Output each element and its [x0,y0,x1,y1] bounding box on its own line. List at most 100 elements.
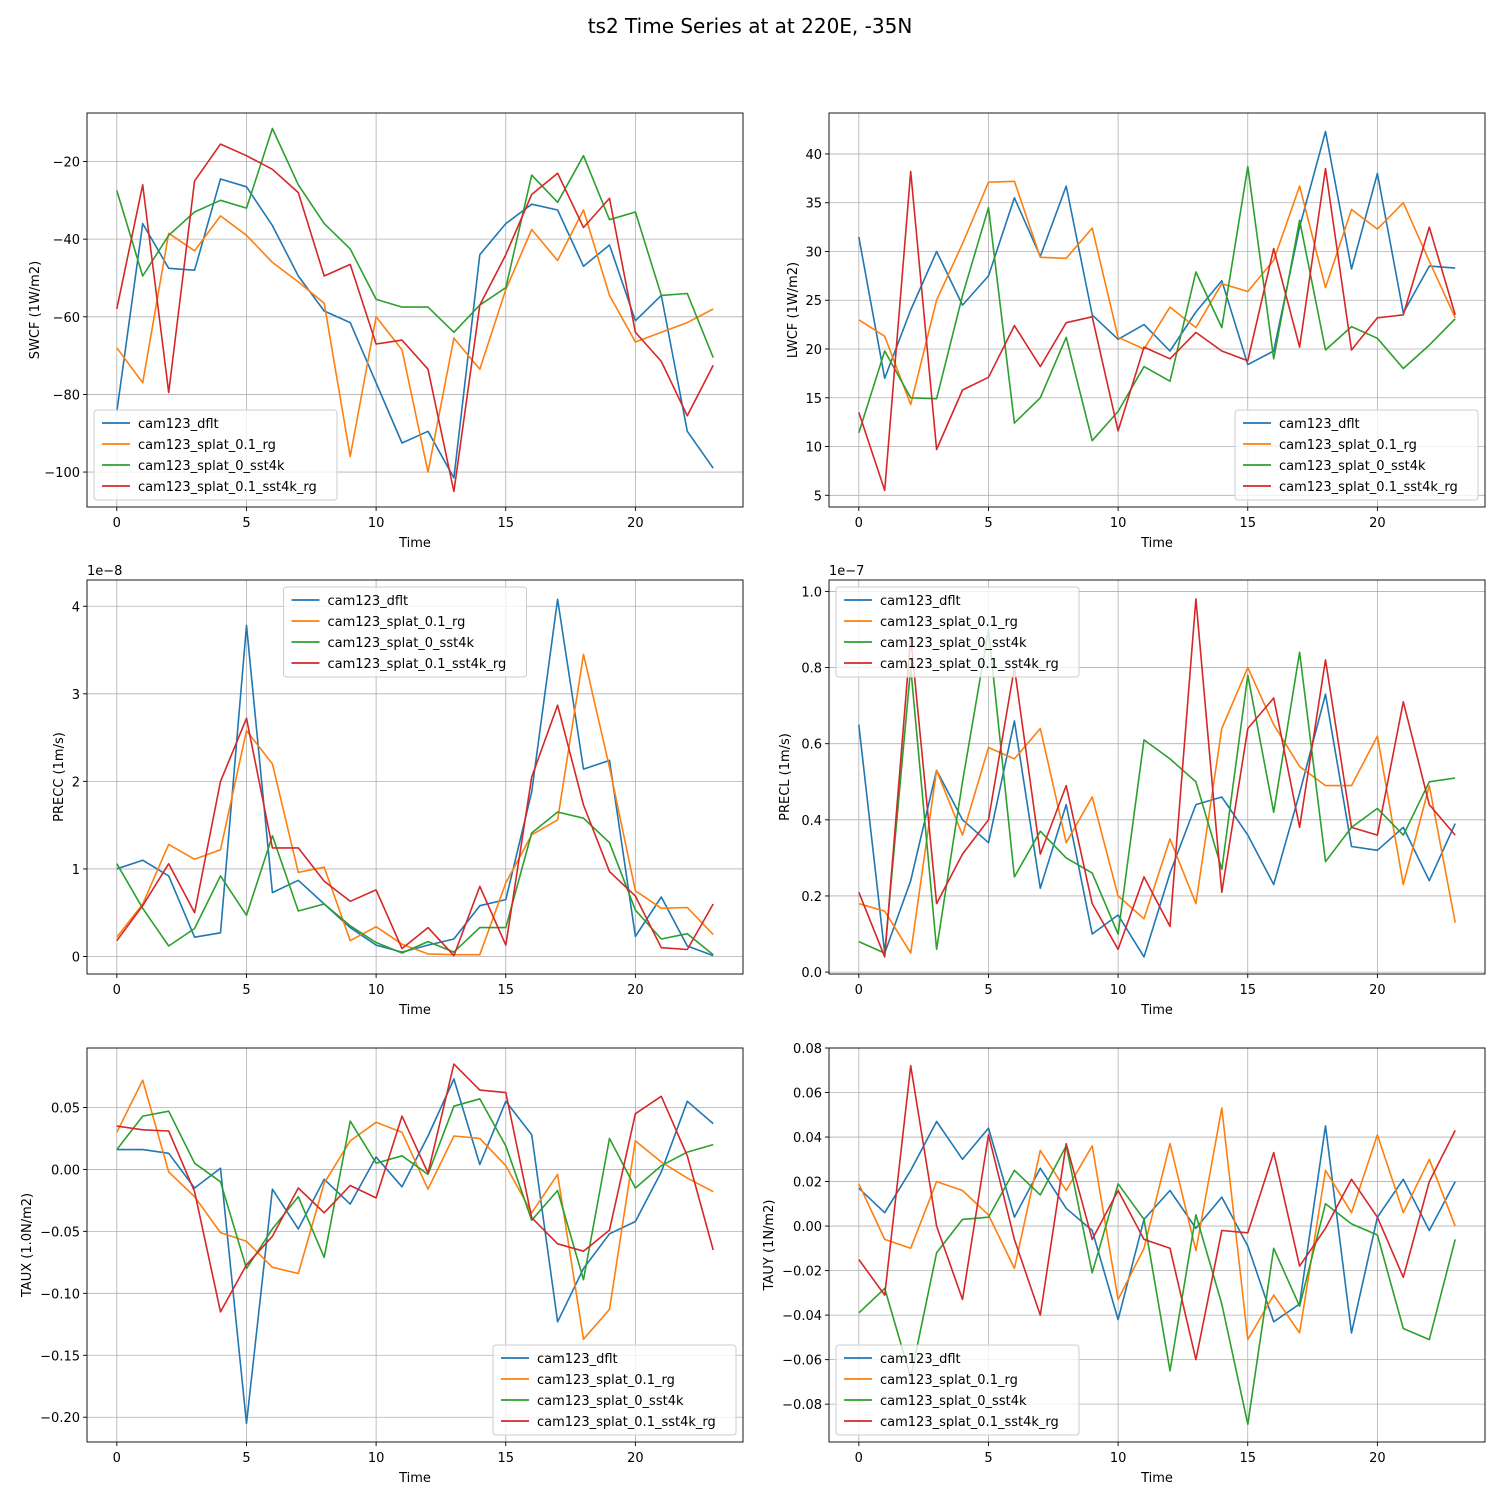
legend: cam123_dflt cam123_splat_0.1_rg cam123_spl… [93,409,338,501]
series-line-cam123_splat_0.1_rg [116,1079,714,1340]
y-tick-label: −20 [53,156,80,171]
legend-label: cam123_splat_0.1_sst4k_rg [328,657,507,672]
series-line-cam123_splat_0_sst4k [116,811,714,956]
y-tick-label: 2 [72,775,80,790]
series-line-cam123_splat_0_sst4k [858,628,1456,954]
x-tick-label: 15 [497,1451,514,1466]
legend-box [93,409,338,501]
x-tick-label: 0 [855,983,863,998]
legend-label: cam123_splat_0_sst4k [328,636,475,651]
legend-box [1234,409,1479,501]
x-tick-label: 10 [368,516,385,531]
legend-label: cam123_splat_0.1_sst4k_rg [537,1415,716,1430]
y-tick-label: 4 [72,600,80,615]
y-tick-label: 30 [805,245,822,260]
x-tick-label: 20 [627,1451,644,1466]
x-tick-label: 0 [113,983,121,998]
axes-frame [86,1047,744,1443]
series-line-cam123_splat_0.1_sst4k_rg [858,598,1456,958]
legend-label: cam123_dflt [880,1352,961,1367]
subplot-6: 0 5 10 15 20 −0.08 −0.06 −0.04 −0.02 0.00 0.02 0.04… [762,1042,1486,1486]
series-line-cam123_splat_0.1_rg [116,653,714,956]
series-line-cam123_splat_0.1_sst4k_rg [116,1063,714,1313]
y-tick-label: 15 [805,392,822,407]
axes-frame [828,1047,1486,1443]
y-tick-label: 1 [72,863,80,878]
legend-label: cam123_splat_0.1_sst4k_rg [1279,480,1458,495]
legend-label: cam123_dflt [1279,417,1360,432]
x-tick-label: 5 [984,983,992,998]
legend-label: cam123_splat_0.1_rg [1279,438,1417,453]
legend-label: cam123_splat_0.1_rg [138,438,276,453]
legend: cam123_dflt cam123_splat_0.1_rg cam123_spl… [835,1344,1080,1436]
x-axis-label: Time [1140,1003,1173,1018]
axis-offset-text: 1e−7 [829,564,864,579]
subplot-1: 0 5 10 15 20 −100 −80 −60 −40 −20 Time SWCF (1W/m2)… [28,112,744,551]
x-tick-label: 10 [1110,1451,1127,1466]
x-tick-label: 0 [855,1451,863,1466]
legend-label: cam123_splat_0.1_rg [328,615,466,630]
legend-label: cam123_dflt [880,594,961,609]
legend: cam123_dflt cam123_splat_0.1_rg cam123_spl… [1234,409,1479,501]
y-axis-label: PRECC (1m/s) [52,732,67,822]
series-line-cam123_dflt [858,1120,1456,1334]
x-tick-label: 15 [1239,516,1256,531]
legend-label: cam123_splat_0.1_rg [880,615,1018,630]
subplot-5: 0 5 10 15 20 −0.20 −0.15 −0.10 −0.05 0.00 0.05 Time… [20,1047,744,1486]
series-line-cam123_splat_0_sst4k [116,127,714,358]
x-tick-label: 20 [1369,516,1386,531]
y-tick-label: −60 [53,311,80,326]
y-tick-label: −40 [53,233,80,248]
legend: cam123_dflt cam123_splat_0.1_rg cam123_spl… [492,1344,737,1436]
series-line-cam123_dflt [858,130,1456,380]
y-axis-label: TAUX (1.0N/m2) [20,1193,35,1298]
legend-label: cam123_dflt [328,594,409,609]
axis-offset-text: 1e−8 [87,564,122,579]
series-line-cam123_splat_0_sst4k [116,1098,714,1281]
x-tick-label: 15 [1239,1451,1256,1466]
x-tick-label: 10 [1110,516,1127,531]
legend-box [835,1344,1080,1436]
x-tick-label: 0 [113,1451,121,1466]
x-tick-label: 10 [1110,983,1127,998]
y-tick-label: 0.06 [793,1087,822,1102]
legend-box [835,586,1080,678]
legend-label: cam123_splat_0.1_sst4k_rg [138,480,317,495]
legend-label: cam123_splat_0_sst4k [880,1394,1027,1409]
x-tick-label: 20 [1369,1451,1386,1466]
x-tick-label: 5 [984,1451,992,1466]
legend-label: cam123_dflt [138,417,219,432]
y-tick-label: 35 [805,197,822,212]
x-tick-label: 15 [1239,983,1256,998]
series-line-cam123_splat_0.1_sst4k_rg [116,143,714,493]
series-line-cam123_splat_0.1_rg [858,180,1456,406]
y-tick-label: −80 [53,388,80,403]
y-tick-label: −0.08 [782,1398,822,1413]
x-tick-label: 5 [242,516,250,531]
x-tick-label: 10 [368,983,385,998]
series-line-cam123_splat_0.1_sst4k_rg [858,167,1456,492]
subplot-4: 0 5 10 15 20 0.0 0.2 0.4 0.6 0.8 1.0 Time PRECL (1m/… [778,564,1486,1018]
x-tick-label: 20 [627,983,644,998]
axes-frame [828,112,1486,508]
y-tick-label: −0.04 [782,1309,822,1324]
subplot-2: 0 5 10 15 20 5 10 15 20 25 30 35 40 Time LWCF (1W/m2) c… [786,112,1486,551]
y-tick-label: 0.00 [51,1163,80,1178]
x-tick-label: 5 [984,516,992,531]
x-tick-label: 15 [497,516,514,531]
series-line-cam123_splat_0.1_sst4k_rg [858,1065,1456,1361]
legend-label: cam123_splat_0.1_sst4k_rg [880,657,1059,672]
y-tick-label: −0.15 [40,1349,80,1364]
y-tick-label: 0.05 [51,1101,80,1116]
y-tick-label: 0.8 [801,662,822,677]
y-tick-label: 0.2 [801,890,822,905]
x-tick-label: 5 [242,1451,250,1466]
y-axis-label: SWCF (1W/m2) [28,261,43,359]
series-line-cam123_splat_0.1_rg [116,209,714,473]
series-line-cam123_dflt [858,693,1456,958]
x-tick-label: 20 [1369,983,1386,998]
y-tick-label: 40 [805,148,822,163]
x-tick-label: 15 [497,983,514,998]
y-tick-label: −100 [44,466,80,481]
